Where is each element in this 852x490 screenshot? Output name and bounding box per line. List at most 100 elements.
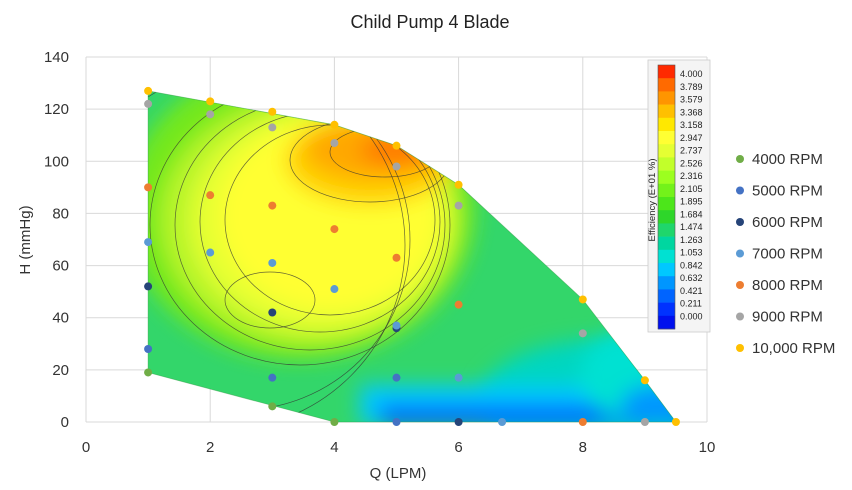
legend-label: 8000 RPM [752, 277, 823, 294]
y-tick-label: 0 [61, 414, 69, 431]
data-point-9000-rpm [268, 123, 277, 132]
data-point-10-000-rpm [454, 180, 463, 189]
colorbar-tick-label: 1.895 [680, 197, 703, 207]
x-tick-label: 10 [699, 439, 716, 456]
data-point-7000-rpm [206, 248, 215, 257]
data-point-8000-rpm [268, 201, 277, 210]
colorbar-swatch [658, 157, 675, 171]
data-point-9000-rpm [330, 139, 339, 148]
legend-marker [736, 249, 744, 258]
colorbar-border [657, 64, 676, 330]
data-point-10-000-rpm [206, 97, 215, 106]
y-tick-label: 120 [44, 101, 69, 118]
colorbar-swatch [658, 315, 675, 330]
legend-label: 7000 RPM [752, 246, 823, 263]
legend: 4000 RPM 5000 RPM 6000 RPM 7000 RPM 8000 RPM… [736, 151, 835, 357]
colorbar-title: Efficiency (E+01 %) [647, 159, 658, 242]
data-point-10-000-rpm [330, 120, 339, 129]
legend-label: 4000 RPM [752, 151, 823, 168]
legend-marker [736, 281, 744, 289]
data-point-7000-rpm [392, 321, 401, 330]
legend-marker [736, 155, 744, 163]
x-tick-label: 4 [330, 439, 338, 456]
colorbar-tick-label: 0.842 [680, 260, 703, 270]
y-tick-label: 20 [52, 362, 69, 379]
data-point-8000-rpm [454, 300, 463, 309]
data-point-4000-rpm [268, 402, 277, 411]
data-point-8000-rpm [206, 191, 215, 200]
contour-corner-blue [620, 385, 676, 423]
legend-marker [736, 344, 744, 352]
colorbar-swatch [658, 91, 675, 105]
x-tick-label: 8 [579, 439, 587, 456]
legend-marker [736, 312, 744, 321]
colorbar-swatch [658, 65, 675, 79]
data-point-7000-rpm [144, 238, 153, 247]
data-point-10-000-rpm [640, 376, 649, 385]
colorbar-labels: 4.000 3.789 3.579 3.368 3.158 2.947 2.737 2.526… [680, 69, 703, 321]
colorbar-tick-label: 0.421 [680, 286, 703, 296]
colorbar-swatch [658, 302, 675, 317]
colorbar-tick-label: 2.316 [680, 171, 703, 181]
colorbar-swatch [658, 263, 675, 277]
legend-marker [736, 186, 744, 195]
data-point-6000-rpm [454, 418, 463, 426]
colorbar-tick-label: 2.737 [680, 146, 703, 156]
legend-label: 6000 RPM [752, 214, 823, 231]
colorbar-tick-label: 3.789 [680, 82, 703, 92]
colorbar-swatch [658, 117, 675, 132]
contour-line [224, 124, 436, 316]
colorbar-swatch [658, 210, 675, 224]
colorbar-swatch [658, 183, 675, 198]
data-point-7000-rpm [454, 373, 463, 382]
data-point-9000-rpm [640, 418, 649, 426]
colorbar-swatch [658, 104, 675, 119]
x-tick-label: 2 [206, 439, 214, 456]
data-point-5000-rpm [268, 373, 277, 382]
efficiency-contour [148, 90, 676, 423]
legend-marker [736, 218, 744, 226]
data-point-8000-rpm [144, 183, 153, 192]
colorbar-swatch [658, 144, 675, 158]
data-point-5000-rpm [392, 418, 401, 426]
colorbar-tick-label: 0.632 [680, 273, 703, 283]
legend-label: 9000 RPM [752, 309, 823, 326]
x-tick-label: 0 [82, 439, 90, 456]
data-point-9000-rpm [578, 329, 587, 338]
x-tick-label: 6 [454, 439, 462, 456]
data-point-9000-rpm [454, 201, 463, 210]
data-point-4000-rpm [330, 418, 339, 426]
colorbar-swatch [658, 276, 675, 290]
contour-outline [147, 90, 677, 423]
y-tick-label: 60 [52, 258, 69, 275]
data-point-9000-rpm [392, 162, 401, 171]
data-point-10-000-rpm [268, 107, 277, 116]
data-point-4000-rpm [144, 368, 153, 377]
data-point-7000-rpm [330, 285, 339, 294]
colorbar-tick-label: 1.474 [680, 222, 703, 232]
colorbar-swatch [658, 131, 675, 145]
colorbar-tick-label: 0.000 [680, 311, 703, 321]
contour-line [224, 271, 316, 329]
x-axis-label: Q (LPM) [370, 465, 427, 482]
y-tick-label: 140 [44, 49, 69, 66]
colorbar-tick-label: 2.526 [680, 158, 703, 168]
colorbar-swatch [658, 289, 675, 303]
data-point-10-000-rpm [671, 418, 680, 426]
chart-title: Child Pump 4 Blade [350, 12, 509, 32]
y-tick-label: 40 [52, 310, 69, 327]
data-point-8000-rpm [392, 253, 401, 262]
data-point-6000-rpm [268, 308, 277, 317]
data-point-6000-rpm [144, 282, 153, 291]
data-points [144, 86, 680, 426]
colorbar-tick-label: 2.947 [680, 133, 703, 143]
y-tick-label: 80 [52, 205, 69, 222]
y-axis-label: H (mmHg) [17, 205, 34, 274]
colorbar-tick-label: 4.000 [680, 69, 703, 79]
data-point-9000-rpm [144, 99, 153, 108]
colorbar-swatch [658, 78, 675, 92]
colorbar-swatch [658, 170, 675, 185]
colorbar-swatch [658, 223, 675, 237]
